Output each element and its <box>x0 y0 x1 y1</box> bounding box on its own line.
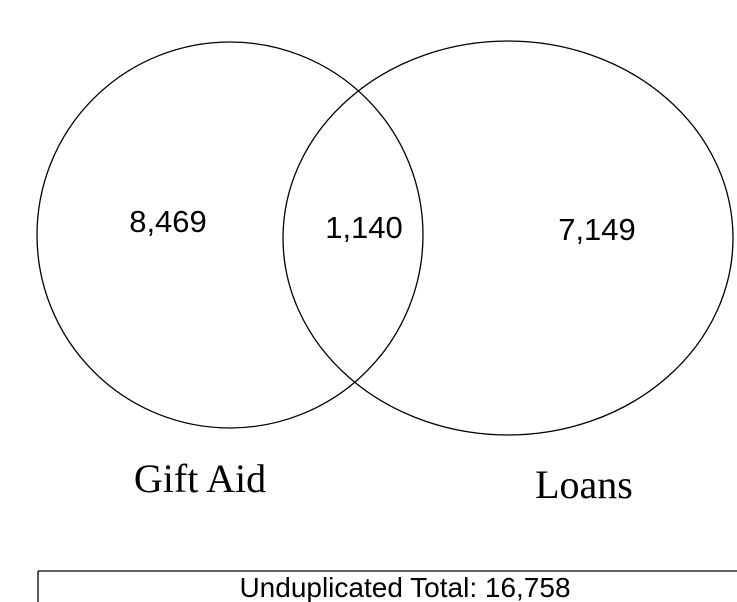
loans-circle <box>282 40 734 436</box>
left-only-count: 8,469 <box>129 204 207 239</box>
overlap-count: 1,140 <box>325 210 403 245</box>
gift-aid-label: Gift Aid <box>134 456 266 501</box>
footer-total: Unduplicated Total: 16,758 <box>239 572 570 602</box>
right-only-count: 7,149 <box>558 212 636 247</box>
loans-label: Loans <box>535 462 633 507</box>
gift-aid-circle <box>36 41 424 429</box>
